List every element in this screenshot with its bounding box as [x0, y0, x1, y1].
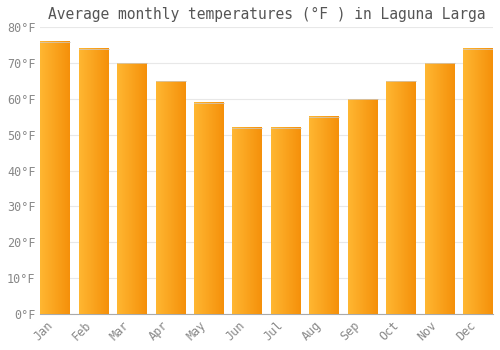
- Bar: [232, 128, 262, 314]
- Bar: [310, 117, 340, 314]
- Bar: [40, 42, 70, 314]
- Bar: [117, 63, 147, 314]
- Bar: [78, 49, 108, 314]
- Bar: [463, 49, 493, 314]
- Bar: [348, 99, 378, 314]
- Bar: [424, 63, 454, 314]
- Title: Average monthly temperatures (°F ) in Laguna Larga: Average monthly temperatures (°F ) in La…: [48, 7, 486, 22]
- Bar: [156, 81, 186, 314]
- Bar: [194, 103, 224, 314]
- Bar: [386, 81, 416, 314]
- Bar: [271, 128, 301, 314]
